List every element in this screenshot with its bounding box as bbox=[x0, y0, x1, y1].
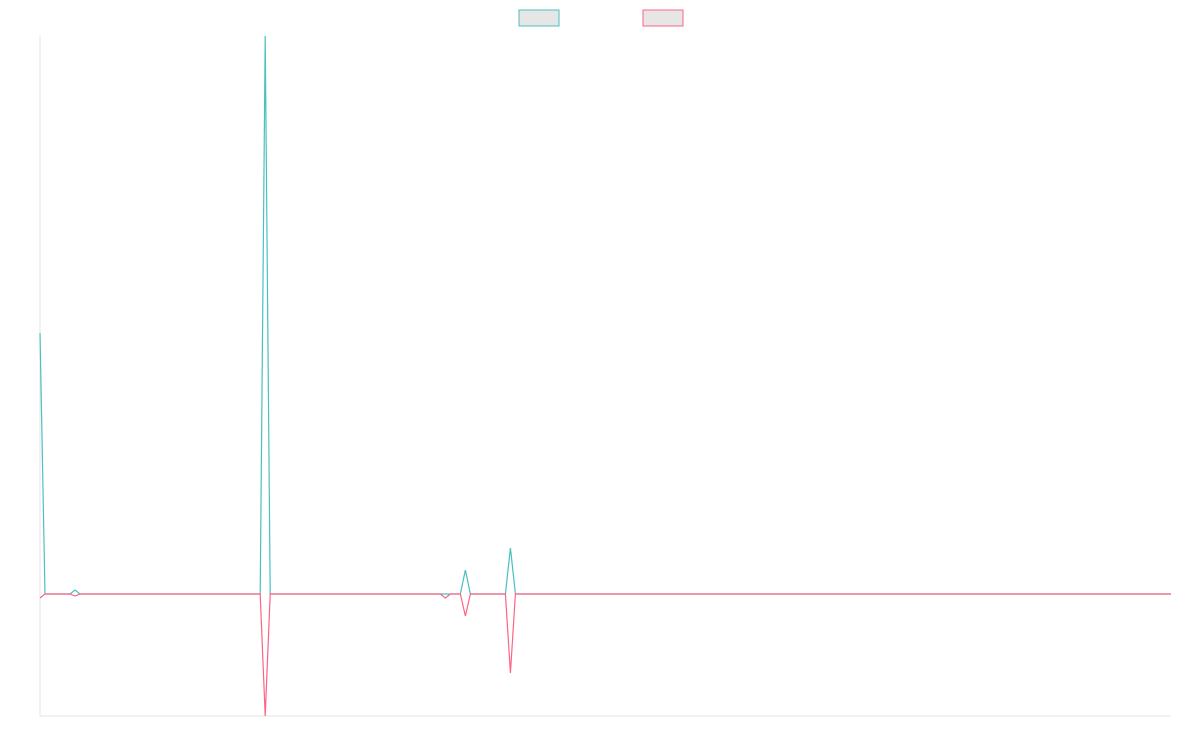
data-line bbox=[39, 593, 1171, 717]
legend-swatch bbox=[642, 9, 684, 27]
data-line bbox=[39, 35, 1171, 595]
legend-swatch bbox=[518, 9, 560, 27]
